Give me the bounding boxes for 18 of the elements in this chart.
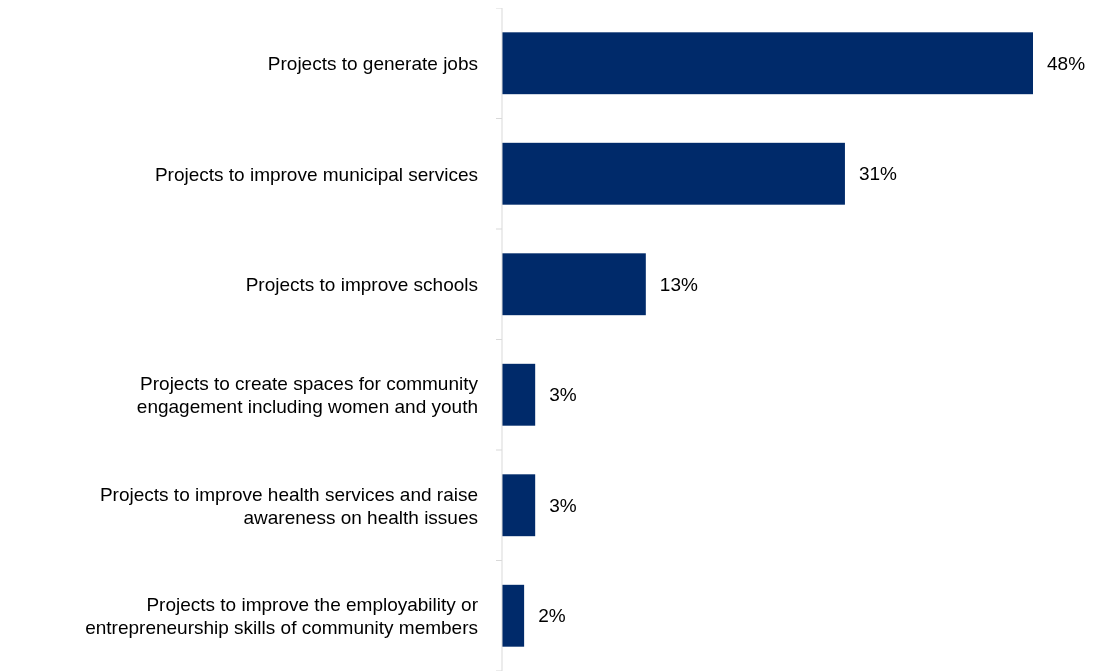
data-label: 48%	[1047, 52, 1086, 74]
y-tick-label: Projects to improve schools	[245, 273, 478, 295]
bar	[502, 474, 536, 537]
y-tick-label: Projects to improve municipal services	[154, 163, 478, 185]
data-label: 3%	[549, 494, 577, 516]
bar	[502, 32, 1033, 95]
y-tick-label: Projects to generate jobs	[267, 52, 478, 74]
bar	[502, 142, 845, 205]
y-tick-label: Projects to create spaces for community engagement including women and youth	[136, 372, 479, 417]
bar	[502, 253, 646, 316]
data-label: 13%	[659, 273, 698, 295]
y-tick-label: Projects to improve health services and raise awareness on health issues	[99, 483, 478, 528]
data-label: 3%	[549, 384, 577, 406]
y-tick-label: Projects to improve the employability or entrepreneurship skills of community members	[85, 593, 479, 638]
bar	[502, 584, 525, 647]
data-label: 2%	[538, 605, 566, 627]
bar	[502, 363, 536, 426]
data-label: 31%	[858, 163, 898, 185]
